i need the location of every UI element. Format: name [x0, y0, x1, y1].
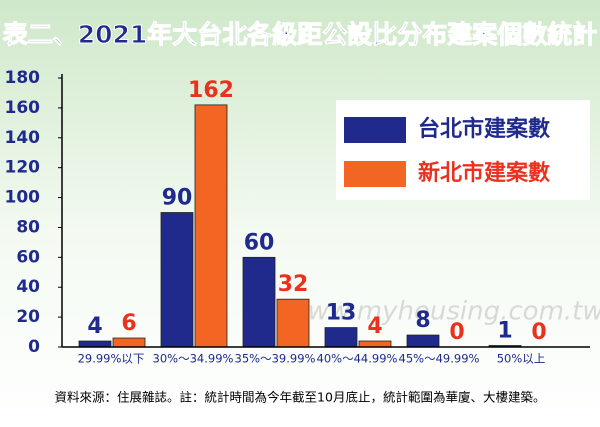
y-tick-label: 0 — [28, 337, 40, 357]
bar — [324, 327, 358, 348]
x-tick-label: 35%～39.99% — [235, 352, 316, 366]
bar — [78, 340, 112, 348]
watermark: www.myhousing.com.tw — [286, 297, 600, 327]
value-label: 1 — [497, 319, 512, 344]
bar — [358, 340, 392, 348]
x-tick-label: 50%以上 — [497, 352, 546, 366]
x-tick-label: 30%～34.99% — [153, 352, 234, 366]
y-tick-label: 60 — [16, 247, 40, 267]
value-label: 162 — [188, 78, 234, 103]
value-label: 0 — [449, 320, 464, 345]
value-label: 32 — [278, 272, 309, 297]
x-tick-label: 45%～49.99% — [399, 352, 480, 366]
bar — [242, 256, 276, 348]
value-label: 8 — [415, 308, 430, 333]
y-tick-label: 40 — [16, 277, 40, 297]
bar — [160, 212, 194, 348]
value-label: 0 — [531, 320, 546, 345]
bar — [194, 104, 228, 348]
value-label: 6 — [121, 311, 136, 336]
x-tick-label: 29.99%以下 — [78, 352, 145, 366]
y-tick-label: 180 — [5, 68, 41, 88]
value-label: 4 — [87, 314, 102, 339]
value-label: 60 — [244, 230, 275, 255]
bar — [406, 334, 440, 348]
footnote: 資料來源：住展雜誌。註：統計時間為今年截至10月底止，統計範圍為華廈、大樓建築。 — [55, 390, 546, 405]
bar — [276, 298, 310, 348]
value-label: 4 — [367, 314, 382, 339]
y-tick-label: 140 — [5, 128, 41, 148]
legend-swatch — [344, 161, 406, 187]
legend-swatch — [344, 117, 406, 143]
x-tick-label: 40%～44.99% — [317, 352, 398, 366]
bar — [112, 337, 146, 348]
y-tick-label: 120 — [5, 158, 41, 178]
value-label: 90 — [162, 186, 193, 211]
legend-label: 新北市建案數 — [418, 160, 550, 186]
value-label: 13 — [326, 301, 357, 326]
legend-label: 台北市建案數 — [418, 116, 550, 142]
y-tick-label: 20 — [16, 307, 40, 327]
chart-title: 表二、2021年大台北各級距公設比分布建案個數統計 — [3, 20, 598, 49]
y-tick-label: 160 — [5, 98, 41, 118]
y-tick-label: 80 — [16, 217, 40, 237]
y-tick-label: 100 — [5, 188, 41, 208]
